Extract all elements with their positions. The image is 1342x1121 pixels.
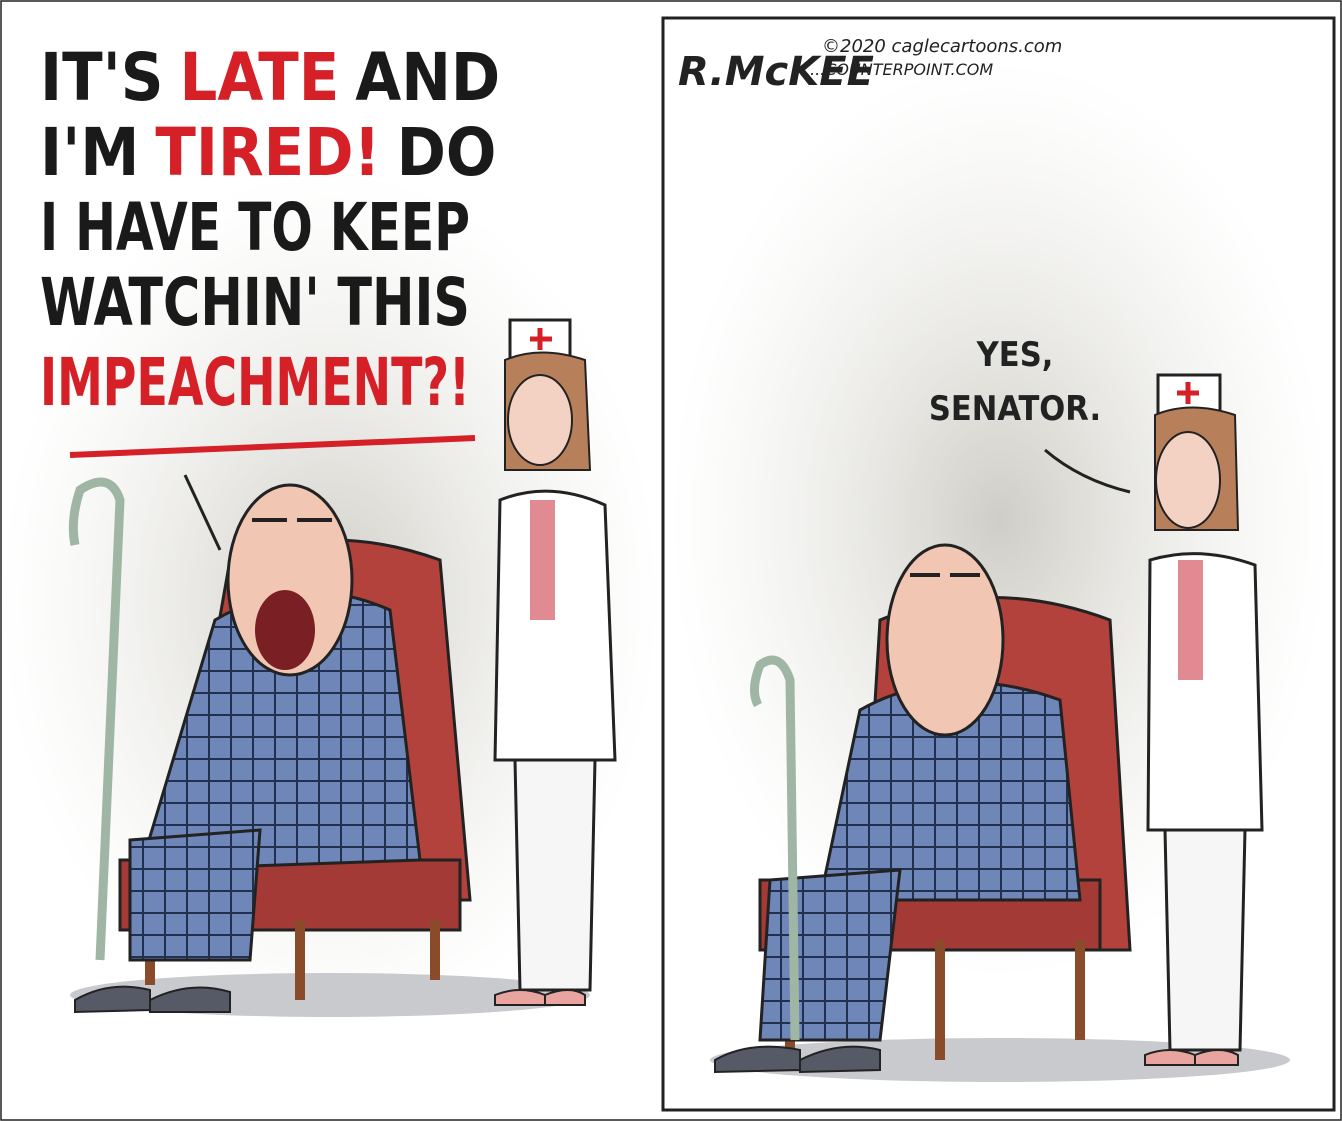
- nurse-face: [1156, 432, 1220, 528]
- nurse-scrubs: [530, 500, 555, 620]
- nurse-face: [508, 375, 572, 465]
- man-shoes: [715, 1047, 880, 1072]
- cartoon: IT'SLATEANDI'MTIRED!DOI HAVE TO KEEPWATC…: [0, 0, 1342, 1121]
- speech-word: IMPEACHMENT?!: [40, 344, 470, 421]
- credit: ©2020 caglecartoons.com: [822, 36, 1062, 57]
- speech-word: I HAVE TO KEEP: [40, 189, 470, 266]
- speech-word: AND: [355, 39, 500, 116]
- speech-word: IT'S: [40, 39, 164, 116]
- speech-line: I HAVE TO KEEP: [40, 189, 470, 266]
- speech-line: IMPEACHMENT?!: [40, 344, 470, 421]
- nurse-pants: [515, 760, 595, 990]
- nurse-shoes: [495, 990, 585, 1005]
- speech-word: WATCHIN' THIS: [40, 264, 470, 341]
- man-legs: [760, 870, 900, 1040]
- speech-text: YES,: [976, 335, 1054, 375]
- speech-word: LATE: [180, 39, 340, 116]
- nurse-coat: [1148, 554, 1262, 830]
- speech-line: WATCHIN' THIS: [40, 264, 470, 341]
- speech-word: DO: [397, 114, 497, 191]
- speech-word: TIRED!: [155, 114, 380, 191]
- man-legs: [130, 830, 260, 960]
- right-panel: R.McKEE ©2020 caglecartoons.com ...COUNT…: [663, 18, 1334, 1110]
- man-head: [887, 545, 1003, 735]
- nurse-pants: [1165, 830, 1245, 1050]
- credit: ...COUNTERPOINT.COM: [810, 60, 993, 79]
- speech-text: SENATOR.: [929, 389, 1101, 429]
- man-mouth: [255, 590, 315, 670]
- nurse-scrubs: [1178, 560, 1203, 680]
- speech-word: I'M: [40, 114, 139, 191]
